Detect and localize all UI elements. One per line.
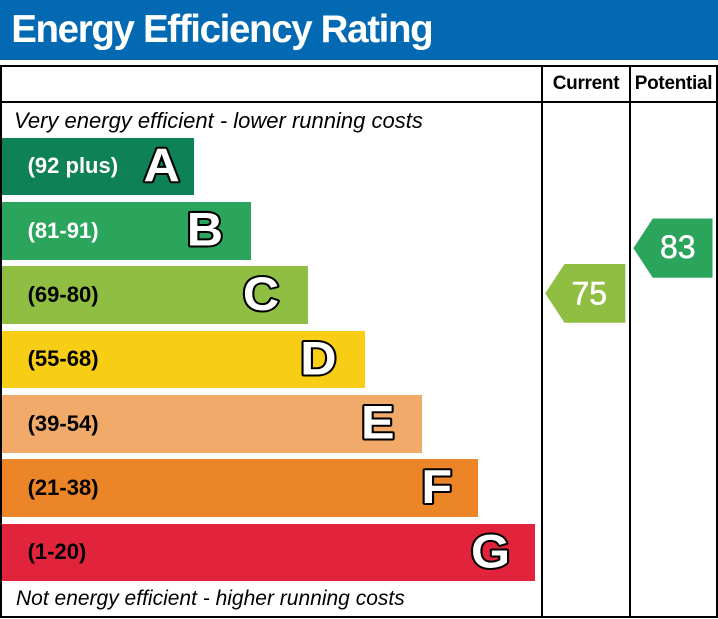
svg-text:75: 75 bbox=[572, 275, 608, 311]
svg-text:C: C bbox=[243, 268, 279, 320]
svg-text:83: 83 bbox=[660, 229, 696, 265]
svg-text:B: B bbox=[187, 204, 223, 256]
svg-text:F: F bbox=[421, 461, 452, 513]
svg-text:D: D bbox=[300, 333, 336, 385]
svg-text:A: A bbox=[144, 140, 180, 192]
svg-text:E: E bbox=[361, 397, 395, 449]
svg-text:G: G bbox=[471, 526, 510, 578]
